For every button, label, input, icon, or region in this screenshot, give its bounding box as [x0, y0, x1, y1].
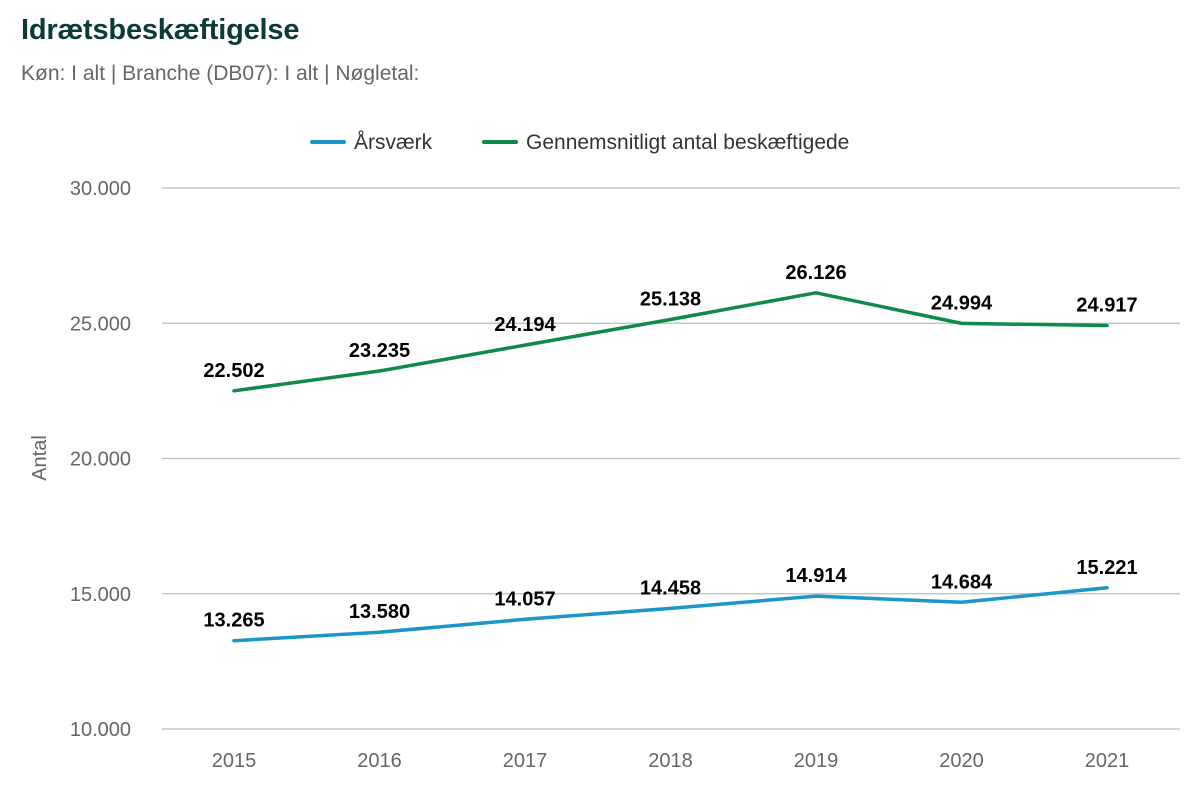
x-tick-label: 2016: [357, 750, 402, 772]
data-label: 24.194: [494, 314, 556, 336]
data-label: 14.057: [494, 588, 555, 610]
data-label: 14.914: [785, 565, 847, 587]
data-label: 26.126: [785, 262, 846, 284]
x-tick-label: 2015: [212, 750, 257, 772]
data-label: 24.917: [1076, 294, 1137, 316]
series-line-1: [232, 586, 1109, 643]
x-tick-label: 2018: [648, 750, 693, 772]
legend-label-1: Årsværk: [354, 131, 433, 154]
series-line-2: [232, 291, 1109, 393]
data-label: 15.221: [1076, 557, 1137, 579]
y-axis-label: Antal: [29, 435, 51, 481]
data-label: 23.235: [349, 340, 410, 362]
legend-label-2: Gennemsnitligt antal beskæftigede: [526, 131, 849, 154]
data-label: 22.502: [203, 360, 264, 382]
y-tick-label: 15.000: [70, 584, 131, 606]
y-tick-label: 20.000: [70, 449, 131, 471]
data-label: 13.265: [203, 610, 264, 632]
chart-subtitle: Køn: I alt | Branche (DB07): I alt | Nøg…: [21, 62, 420, 85]
x-tick-label: 2020: [939, 750, 984, 772]
y-tick-label: 10.000: [70, 719, 131, 741]
y-tick-label: 30.000: [70, 178, 131, 200]
x-tick-label: 2019: [794, 750, 839, 772]
y-tick-label: 25.000: [70, 313, 131, 335]
data-label: 14.458: [640, 577, 701, 599]
data-label: 24.994: [931, 292, 993, 314]
x-tick-label: 2017: [503, 750, 548, 772]
chart-title: Idrætsbeskæftigelse: [21, 14, 300, 46]
x-tick-label: 2021: [1085, 750, 1130, 772]
data-label: 13.580: [349, 601, 410, 623]
data-label: 14.684: [931, 571, 993, 593]
data-label: 25.138: [640, 289, 701, 311]
